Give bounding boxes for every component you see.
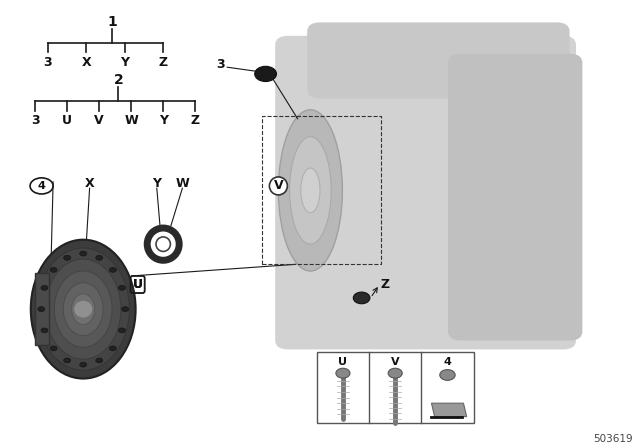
Text: V: V (391, 357, 399, 366)
FancyBboxPatch shape (275, 36, 576, 349)
Circle shape (96, 358, 103, 363)
Circle shape (96, 255, 103, 260)
Text: 1: 1 (107, 15, 117, 29)
Text: W: W (175, 177, 189, 190)
Circle shape (353, 292, 370, 304)
Polygon shape (431, 403, 467, 417)
Text: 3: 3 (216, 58, 225, 72)
Ellipse shape (72, 294, 95, 324)
Text: V: V (94, 114, 104, 127)
Circle shape (255, 66, 276, 82)
Text: Z: Z (381, 278, 390, 291)
FancyBboxPatch shape (448, 54, 582, 340)
Ellipse shape (63, 283, 103, 336)
Text: Y: Y (159, 114, 168, 127)
Text: 2: 2 (113, 73, 124, 87)
Text: U: U (339, 357, 348, 366)
Text: 503619: 503619 (593, 434, 632, 444)
Ellipse shape (54, 271, 112, 347)
Text: W: W (124, 114, 138, 127)
FancyBboxPatch shape (307, 22, 570, 99)
Text: Z: Z (159, 56, 168, 69)
Circle shape (109, 267, 116, 272)
Ellipse shape (45, 259, 121, 359)
Polygon shape (35, 273, 49, 345)
Ellipse shape (278, 110, 342, 271)
Circle shape (41, 285, 48, 290)
Circle shape (50, 346, 57, 351)
Text: 3: 3 (44, 56, 52, 69)
Circle shape (63, 358, 70, 363)
Circle shape (122, 307, 129, 312)
Ellipse shape (77, 301, 90, 318)
Text: X: X (81, 56, 92, 69)
Text: Y: Y (120, 56, 129, 69)
Circle shape (63, 255, 70, 260)
FancyBboxPatch shape (317, 352, 474, 423)
Text: V: V (273, 179, 284, 193)
Circle shape (50, 267, 57, 272)
Text: 3: 3 (31, 114, 40, 127)
Text: Y: Y (152, 177, 161, 190)
Text: 4: 4 (444, 357, 451, 366)
Ellipse shape (31, 240, 136, 379)
Ellipse shape (336, 368, 350, 378)
Ellipse shape (289, 137, 332, 244)
Text: 4: 4 (38, 181, 45, 191)
Ellipse shape (388, 368, 402, 378)
Circle shape (41, 328, 48, 333)
Text: U: U (62, 114, 72, 127)
Circle shape (440, 370, 455, 380)
Text: U: U (132, 278, 143, 291)
Circle shape (80, 251, 87, 256)
Circle shape (109, 346, 116, 351)
Text: Z: Z (191, 114, 200, 127)
Text: X: X (84, 177, 95, 190)
Text: U: U (132, 278, 143, 291)
Circle shape (118, 285, 125, 290)
Ellipse shape (74, 300, 93, 318)
Ellipse shape (37, 248, 129, 370)
Circle shape (118, 328, 125, 333)
Circle shape (80, 362, 87, 367)
Ellipse shape (301, 168, 320, 213)
Circle shape (38, 307, 45, 312)
